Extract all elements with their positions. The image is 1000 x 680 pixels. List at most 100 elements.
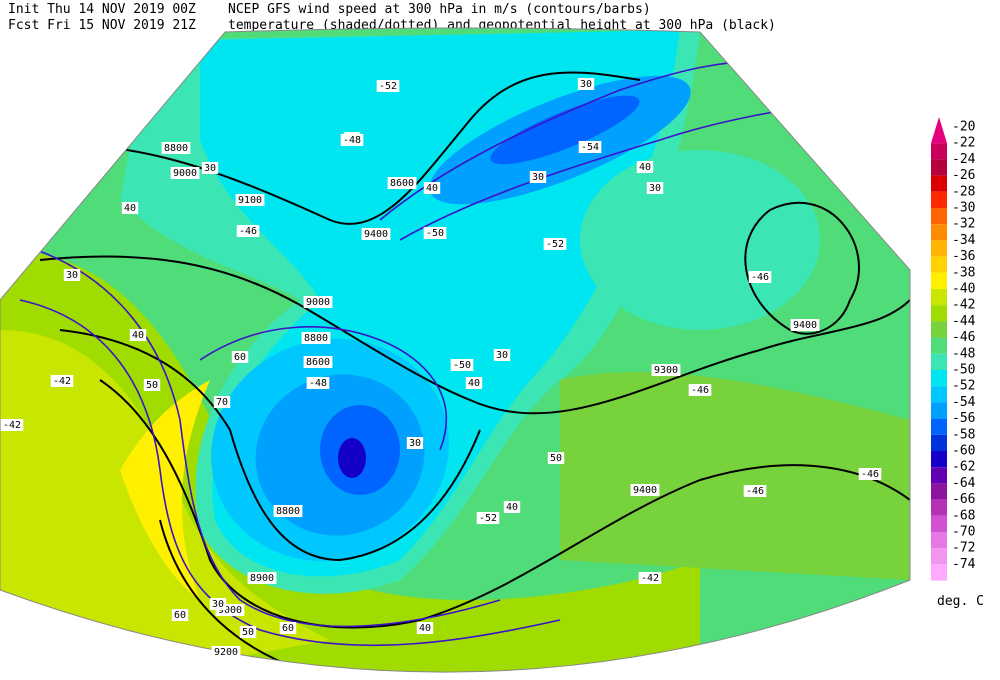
wind-label: 40 xyxy=(468,378,480,389)
legend-label: -22 xyxy=(952,136,975,151)
legend-swatch xyxy=(931,564,947,581)
wind-label: 30 xyxy=(532,172,544,183)
height-label: 8800 xyxy=(164,143,188,154)
legend-label: -64 xyxy=(952,476,976,491)
label-box xyxy=(387,177,417,189)
temperature-label: -46 xyxy=(691,385,709,396)
wind-label: 30 xyxy=(66,270,78,281)
height-label: 9000 xyxy=(173,168,197,179)
legend-swatch xyxy=(931,515,947,532)
legend-label: -20 xyxy=(952,120,975,135)
label-box xyxy=(211,646,241,658)
legend-label: -58 xyxy=(952,427,975,442)
wind-label: 50 xyxy=(146,380,158,391)
legend-label: -74 xyxy=(952,557,976,572)
shading xyxy=(580,150,820,330)
legend-label: -66 xyxy=(952,492,975,507)
label-box xyxy=(235,194,265,206)
label-box xyxy=(303,296,333,308)
map-labels: 8800 9000 9100 9000 8800 8600 8800 8900 9000 9200… xyxy=(0,78,882,658)
label-box xyxy=(121,202,139,214)
legend-swatch xyxy=(931,386,947,403)
height-label: 8800 xyxy=(304,333,328,344)
legend-swatch xyxy=(931,402,947,419)
temperature-label: -42 xyxy=(53,376,71,387)
legend-label: -50 xyxy=(952,363,975,378)
legend-swatch xyxy=(931,467,947,484)
legend-swatch xyxy=(931,143,947,160)
legend-label: -68 xyxy=(952,508,975,523)
wind-label: 40 xyxy=(132,330,144,341)
shading xyxy=(120,380,210,600)
legend-label: -28 xyxy=(952,184,975,199)
label-box xyxy=(303,356,333,368)
label-box xyxy=(503,501,521,513)
wind-label: 40 xyxy=(506,502,518,513)
legend-label: -32 xyxy=(952,217,975,232)
label-box xyxy=(143,379,161,391)
legend-swatch xyxy=(931,370,947,387)
label-box xyxy=(236,225,260,237)
wind-label: 60 xyxy=(234,352,246,363)
legend-swatch xyxy=(931,418,947,435)
legend-swatch xyxy=(931,175,947,192)
legend-label: -26 xyxy=(952,168,975,183)
temperature-label: -48 xyxy=(309,378,327,389)
temperature-label: -50 xyxy=(426,228,444,239)
label-box xyxy=(547,452,565,464)
label-box xyxy=(239,626,257,638)
wind-label: 50 xyxy=(550,453,562,464)
legend-label: -44 xyxy=(952,314,976,329)
wind-label: 30 xyxy=(409,438,421,449)
init-time: Init Thu 14 NOV 2019 00Z xyxy=(8,2,196,17)
legend-label: -42 xyxy=(952,298,975,313)
height-label: 8900 xyxy=(250,573,274,584)
legend-label: -30 xyxy=(952,201,975,216)
temperature-label: -52 xyxy=(379,81,397,92)
height-label: 8800 xyxy=(276,506,300,517)
height-label: 9300 xyxy=(654,365,678,376)
label-box xyxy=(213,396,231,408)
height-label: 9400 xyxy=(633,485,657,496)
height-label: 8600 xyxy=(390,178,414,189)
temperature-label: -48 xyxy=(343,135,361,146)
label-box xyxy=(630,484,660,496)
label-box xyxy=(423,227,447,239)
shading xyxy=(560,372,910,580)
label-box xyxy=(129,329,147,341)
temperature-label: -50 xyxy=(453,360,471,371)
label-box xyxy=(636,161,654,173)
height-contours xyxy=(0,71,910,673)
label-box xyxy=(340,134,364,146)
height-label: 9000 xyxy=(218,605,242,616)
legend-label: -40 xyxy=(952,282,975,297)
legend-swatch xyxy=(931,483,947,500)
legend-swatch xyxy=(931,305,947,322)
label-box xyxy=(231,351,249,363)
legend-label: -60 xyxy=(952,444,975,459)
label-box xyxy=(476,512,500,524)
label-box xyxy=(171,609,189,621)
color-legend: -20-22-24-26-28-30-32-34-36-38-40-42-44-… xyxy=(931,117,976,581)
label-box xyxy=(543,238,567,250)
legend-swatch xyxy=(931,159,947,176)
label-box xyxy=(201,162,219,174)
temperature-label: -42 xyxy=(3,420,21,431)
legend-swatch xyxy=(931,289,947,306)
shading xyxy=(338,438,366,478)
legend-swatch xyxy=(931,256,947,273)
label-box xyxy=(743,485,767,497)
wind-label: 60 xyxy=(282,623,294,634)
label-box xyxy=(577,78,595,90)
wind-label: 40 xyxy=(419,623,431,634)
legend-label: -70 xyxy=(952,525,975,540)
shading xyxy=(490,95,640,165)
temperature-label: -54 xyxy=(581,142,599,153)
height-label: 9400 xyxy=(364,229,388,240)
height-label: 9100 xyxy=(238,195,262,206)
legend-label: -48 xyxy=(952,346,975,361)
label-box xyxy=(493,349,511,361)
